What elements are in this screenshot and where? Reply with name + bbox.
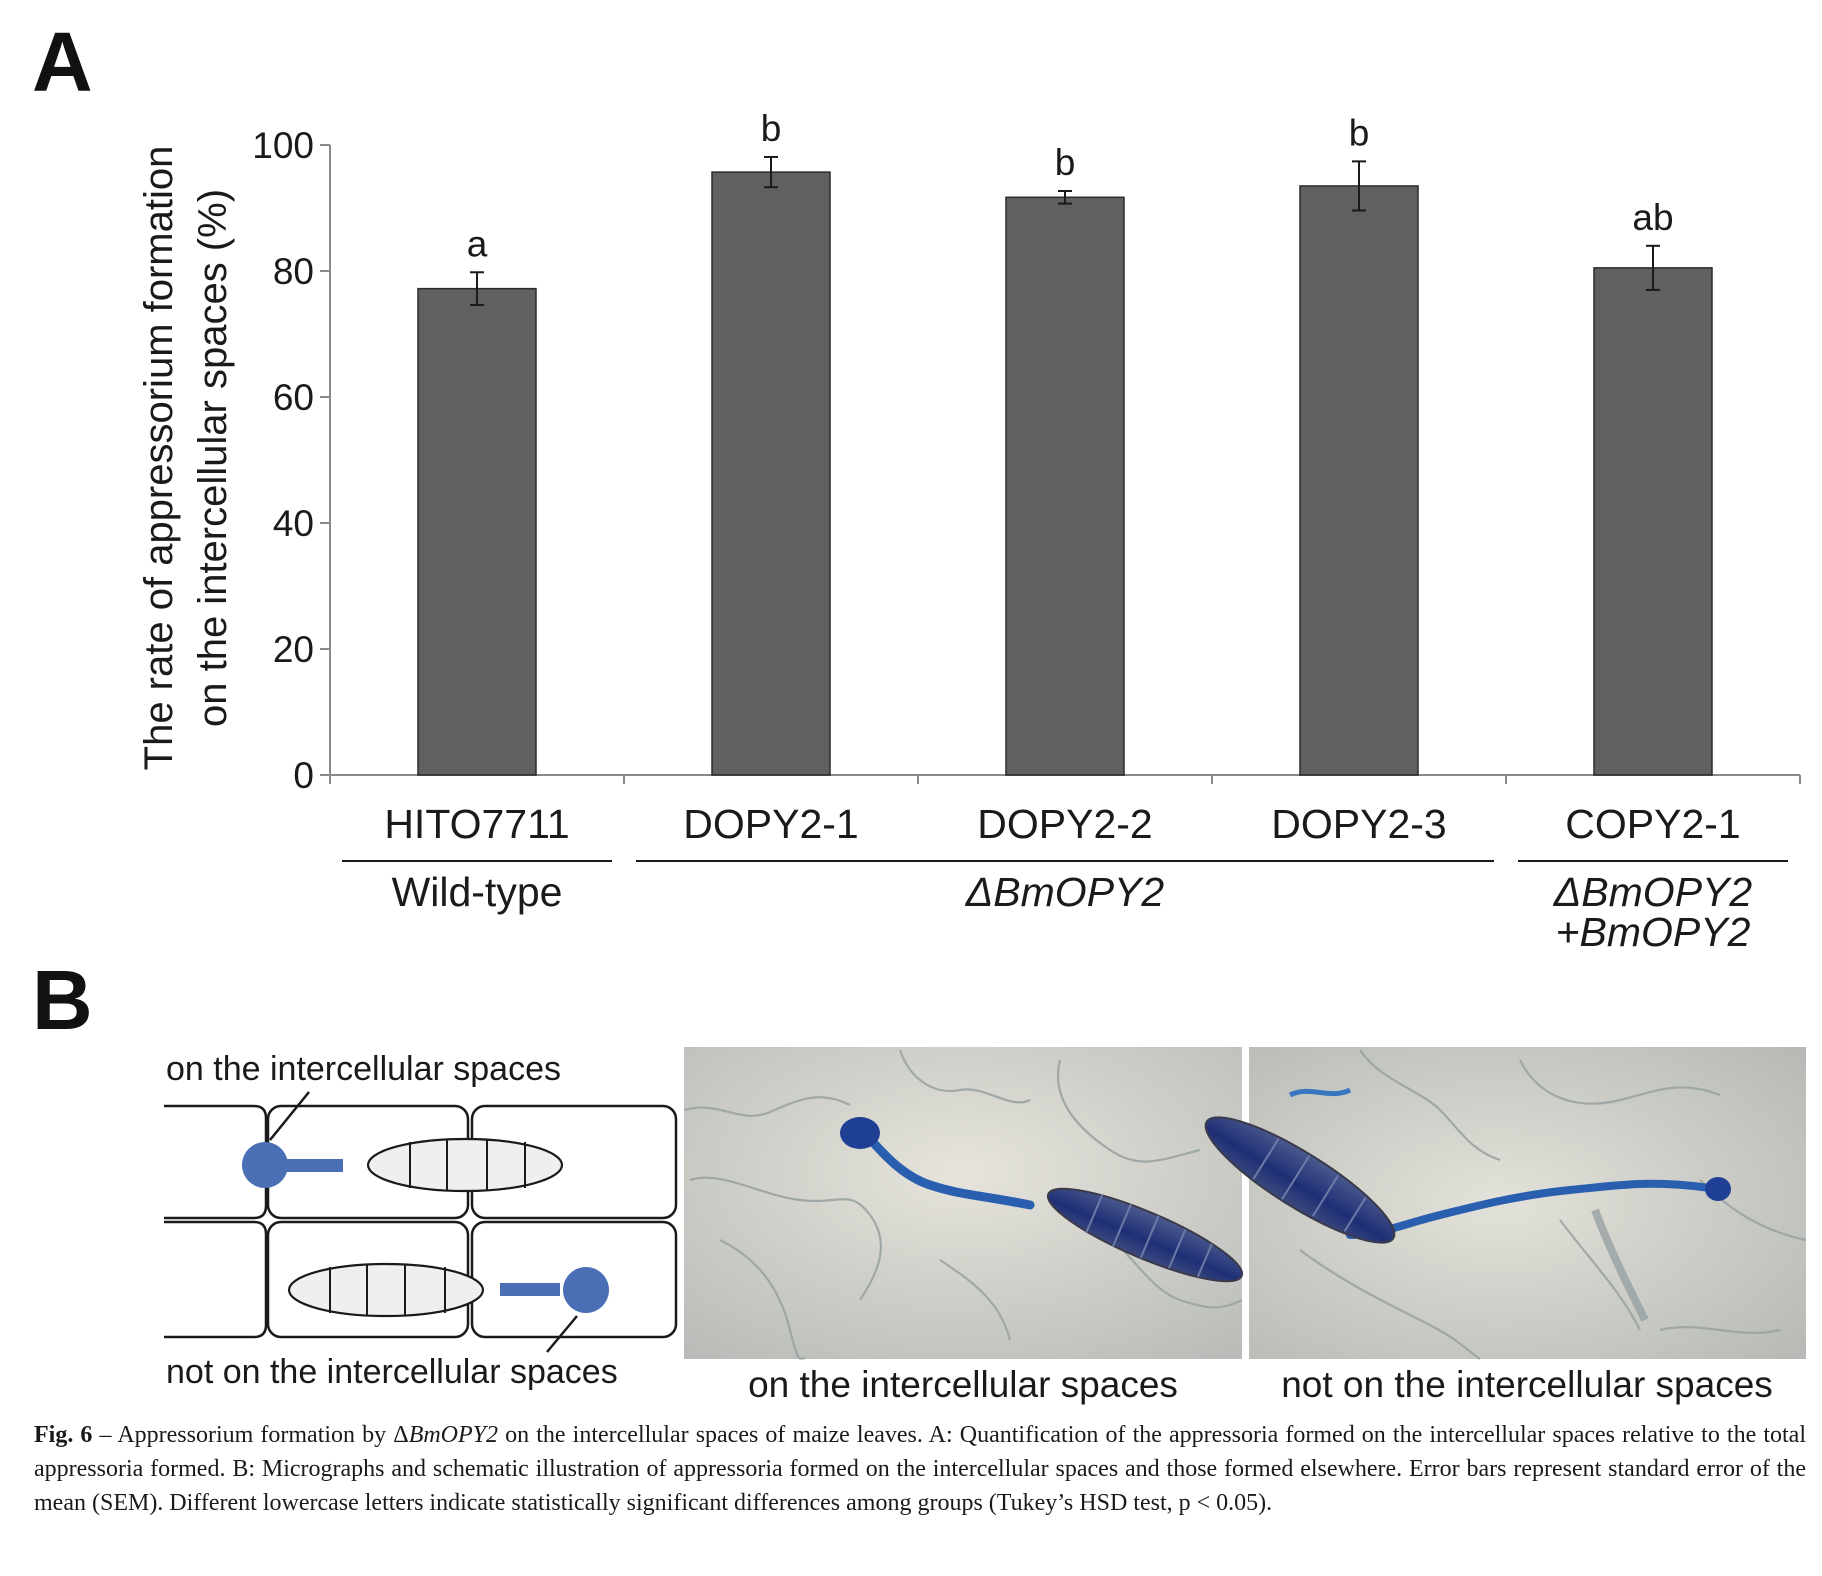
- x-tick-label: HITO7711: [384, 801, 569, 847]
- bar: [1593, 267, 1713, 776]
- caption-text-1: – Appressorium formation by Δ: [92, 1422, 409, 1448]
- y-tick-label: 100: [252, 125, 314, 166]
- significance-letter: b: [761, 108, 782, 149]
- x-tick-label: DOPY2-2: [977, 801, 1152, 847]
- group-label: Wild-type: [392, 869, 563, 915]
- y-axis-label-line2: on the intercellular spaces (%): [191, 189, 235, 727]
- panel-b-label: B: [32, 953, 93, 1047]
- plant-cells: [164, 1104, 678, 1339]
- caption-gene-name: BmOPY2: [408, 1422, 499, 1448]
- group-label-line2: +BmOPY2: [1556, 909, 1751, 955]
- schematic-label-bottom: not on the intercellular spaces: [166, 1353, 618, 1391]
- group-label: ΔBmOPY2: [965, 869, 1165, 915]
- micrograph-2: not on the intercellular spaces: [1204, 1047, 1807, 1405]
- bar: [1299, 185, 1419, 776]
- micrograph-1-caption: on the intercellular spaces: [748, 1364, 1178, 1405]
- group-label-line1: ΔBmOPY2: [1553, 869, 1753, 915]
- germ-tube-top: [285, 1159, 343, 1172]
- bar: [417, 287, 537, 776]
- appressorium-bottom: [563, 1267, 609, 1313]
- bar: [711, 171, 831, 776]
- pointer-line-top: [269, 1091, 310, 1141]
- caption-fig-label: Fig. 6: [34, 1422, 93, 1448]
- schematic-illustration: on the intercellular spaces not on the i…: [164, 1050, 678, 1391]
- appressorium-top: [242, 1142, 288, 1188]
- x-tick-label: DOPY2-3: [1271, 801, 1446, 847]
- figure-caption: Fig. 6 – Appressorium formation by ΔBmOP…: [34, 1418, 1806, 1520]
- significance-letter: a: [467, 223, 488, 264]
- caption-text-2: on the intercellular spaces of maize lea…: [34, 1422, 1807, 1516]
- conidium-body-top: [366, 1137, 564, 1193]
- germ-tube-bottom: [500, 1283, 560, 1296]
- significance-letter: b: [1349, 112, 1370, 153]
- conidium-body-bottom: [287, 1262, 485, 1318]
- y-tick-label: 0: [293, 755, 314, 796]
- y-tick-label: 40: [273, 503, 314, 544]
- significance-letter: ab: [1632, 197, 1673, 238]
- pointer-line-bottom: [546, 1315, 578, 1353]
- bar: [1005, 196, 1125, 776]
- conidium-top: [242, 1091, 564, 1193]
- micrograph-2-caption: not on the intercellular spaces: [1281, 1364, 1773, 1405]
- figure-canvas: The rate of appressorium formation on th…: [137, 108, 1807, 1405]
- bar-chart: The rate of appressorium formation on th…: [137, 108, 1801, 955]
- schematic-label-top: on the intercellular spaces: [166, 1050, 561, 1088]
- x-tick-labels: HITO7711 DOPY2-1 DOPY2-2 DOPY2-3 COPY2-1: [384, 801, 1740, 847]
- micrograph-1: on the intercellular spaces: [683, 1047, 1244, 1405]
- y-tick-label: 80: [273, 251, 314, 292]
- y-tick-label: 60: [273, 377, 314, 418]
- significance-letter: b: [1055, 142, 1076, 183]
- x-tick-label: DOPY2-1: [683, 801, 858, 847]
- y-tick-label: 20: [273, 629, 314, 670]
- conidium-bottom: [287, 1262, 609, 1353]
- x-tick-label: COPY2-1: [1565, 801, 1740, 847]
- panel-a-label: A: [32, 15, 93, 109]
- x-axis: [329, 774, 1801, 784]
- y-axis-label-line1: The rate of appressorium formation: [137, 146, 181, 771]
- y-axis: 0 20 40 60 80 100: [252, 125, 331, 796]
- group-labels: Wild-type ΔBmOPY2 ΔBmOPY2+BmOPY2: [342, 860, 1788, 955]
